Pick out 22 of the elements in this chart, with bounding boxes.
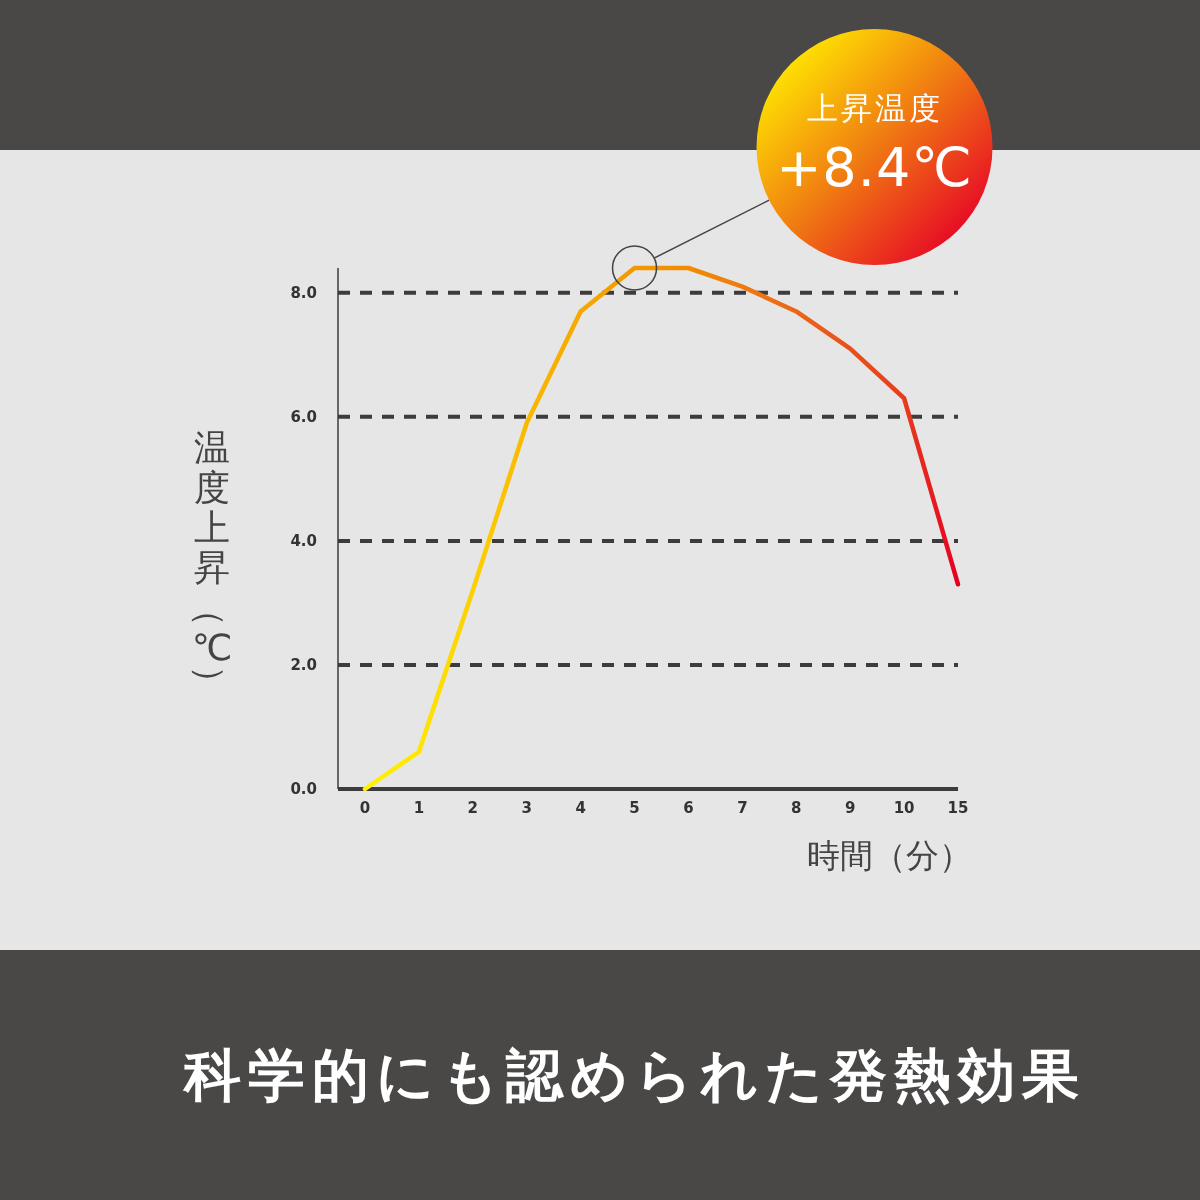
x-tick-label: 9 xyxy=(844,799,856,817)
x-tick-label: 15 xyxy=(947,799,969,817)
x-tick-label: 6 xyxy=(683,799,694,817)
x-tick-label: 2 xyxy=(467,799,478,817)
x-tick-label: 5 xyxy=(629,799,640,817)
y-tick-label: 8.0 xyxy=(290,283,317,302)
x-tick-label: 3 xyxy=(521,799,532,817)
y-tick-label: 2.0 xyxy=(290,655,317,674)
x-tick-label: 7 xyxy=(737,799,748,817)
y-axis-title: 温度上昇（℃） xyxy=(190,426,233,702)
annotation: +8.4℃ xyxy=(776,135,973,199)
x-tick-label: 4 xyxy=(575,799,586,817)
x-tick-label: 1 xyxy=(413,799,425,817)
x-axis-title: 時間（分） xyxy=(807,835,972,875)
y-tick-label: 6.0 xyxy=(290,407,317,426)
text: 科学的にも認められた発熱効果 xyxy=(182,1042,1086,1108)
x-tick-label: 0 xyxy=(359,799,371,817)
x-tick-label: 10 xyxy=(893,799,915,817)
text: 上昇温度 xyxy=(806,90,943,126)
y-tick-label: 4.0 xyxy=(290,531,317,550)
x-tick-label: 8 xyxy=(791,799,802,817)
y-tick-label: 0.0 xyxy=(290,780,317,798)
